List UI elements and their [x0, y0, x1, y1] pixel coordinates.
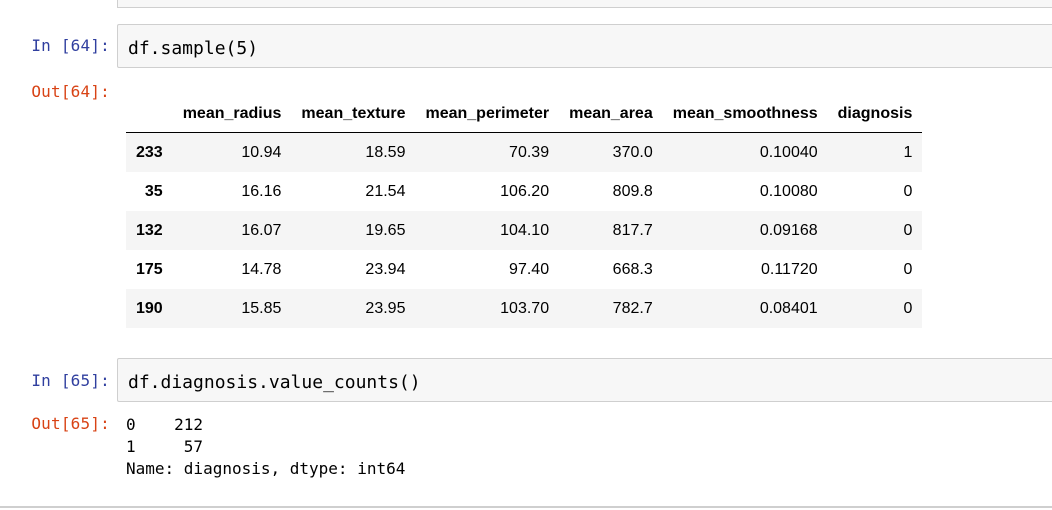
input-prompt-64: In [64]: — [31, 36, 110, 55]
column-header: mean_perimeter — [415, 96, 560, 133]
table-cell: 19.65 — [365, 221, 406, 239]
column-header: mean_radius — [172, 96, 292, 133]
table-header-row: mean_radius mean_texture mean_perimeter … — [126, 96, 923, 133]
table-cell: 21.54 — [365, 182, 406, 200]
row-index: 175 — [136, 260, 163, 278]
column-header: mean_texture — [291, 96, 416, 133]
table-cell: 0.10040 — [759, 143, 818, 161]
table-cell: 0.09168 — [759, 221, 818, 239]
table-cell: 0 — [903, 221, 913, 239]
code-cell-64[interactable]: df.sample(5) — [117, 24, 1052, 68]
previous-cell-edge — [117, 0, 1052, 8]
table-cell: 1 — [903, 143, 913, 161]
output-prompt-64: Out[64]: — [31, 82, 110, 101]
row-index: 233 — [136, 143, 163, 161]
column-header: mean_area — [559, 96, 663, 133]
output-line: 1 57 — [126, 437, 204, 456]
table-cell: 0 — [903, 182, 913, 200]
table-cell: 15.85 — [241, 299, 282, 317]
table-row: 190 15.85 23.95 103.70 782.7 0.08401 0 — [126, 289, 923, 328]
table-cell: 370.0 — [612, 143, 653, 161]
value-counts-output: 0 212 1 57 Name: diagnosis, dtype: int64 — [126, 414, 405, 480]
code-cell-65[interactable]: df.diagnosis.value_counts() — [117, 358, 1052, 402]
column-header: mean_smoothness — [662, 96, 828, 133]
row-index: 132 — [136, 221, 163, 239]
table-cell: 104.10 — [500, 221, 550, 239]
table-cell: 668.3 — [612, 260, 653, 278]
input-prompt-65: In [65]: — [31, 371, 110, 390]
output-line: Name: diagnosis, dtype: int64 — [126, 459, 406, 478]
table-cell: 106.20 — [500, 182, 550, 200]
row-index: 35 — [144, 182, 163, 200]
table-cell: 70.39 — [509, 143, 550, 161]
table-cell: 14.78 — [241, 260, 282, 278]
code-text-65[interactable]: df.diagnosis.value_counts() — [128, 372, 421, 393]
table-cell: 0.11720 — [761, 260, 818, 278]
table-cell: 782.7 — [612, 299, 653, 317]
table-row: 233 10.94 18.59 70.39 370.0 0.10040 1 — [126, 132, 923, 172]
table-cell: 0 — [903, 299, 913, 317]
code-text-64[interactable]: df.sample(5) — [128, 38, 259, 59]
table-cell: 809.8 — [612, 182, 653, 200]
table-row: 175 14.78 23.94 97.40 668.3 0.11720 0 — [126, 250, 922, 289]
dataframe-table: mean_radius mean_texture mean_perimeter … — [126, 96, 923, 328]
table-cell: 18.59 — [365, 143, 406, 161]
column-header-index — [126, 96, 173, 133]
table-cell: 97.40 — [509, 260, 550, 278]
output-prompt-65: Out[65]: — [31, 414, 110, 433]
table-cell: 23.95 — [365, 299, 406, 317]
row-index: 190 — [136, 299, 163, 317]
table-cell: 16.16 — [241, 182, 282, 200]
table-cell: 103.70 — [500, 299, 550, 317]
table-cell: 16.07 — [241, 221, 282, 239]
table-cell: 817.7 — [612, 221, 653, 239]
table-cell: 0 — [903, 260, 913, 278]
table-cell: 0.10080 — [759, 182, 818, 200]
column-header: diagnosis — [827, 96, 923, 133]
table-cell: 23.94 — [365, 260, 406, 278]
table-row: 35 16.16 21.54 106.20 809.8 0.10080 0 — [126, 172, 922, 211]
table-row: 132 16.07 19.65 104.10 817.7 0.09168 0 — [126, 211, 923, 250]
output-line: 0 212 — [126, 415, 204, 434]
table-cell: 10.94 — [241, 143, 282, 161]
table-cell: 0.08401 — [759, 299, 818, 317]
cell-separator — [0, 506, 1052, 508]
